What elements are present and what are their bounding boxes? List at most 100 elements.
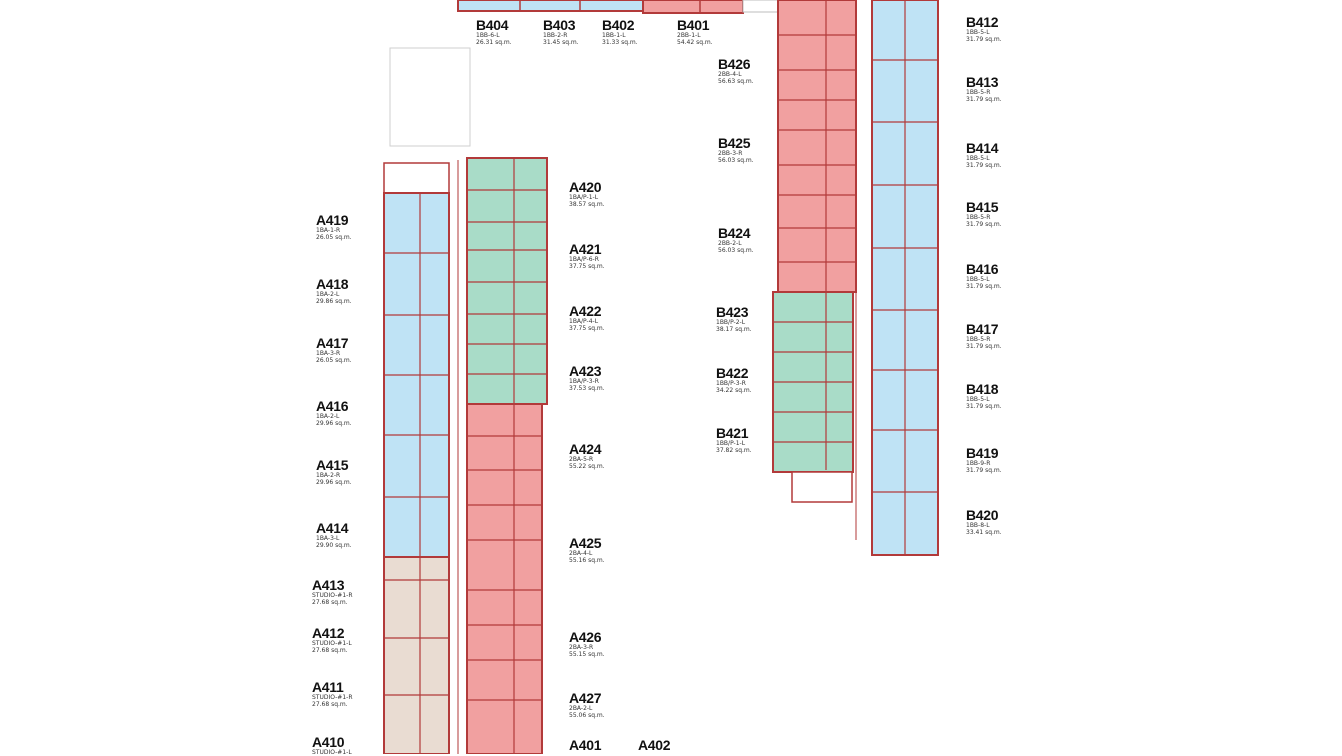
unit-area: 55.16 sq.m. [569,557,605,564]
unit-type: 1BB-9-R [966,460,991,467]
unit-code: A426 [569,629,602,645]
unit-label-A418: A418 1BA-2-L 29.86 sq.m. [316,277,352,305]
unit-type: 1BB-8-L [966,522,990,529]
unit-code: B404 [476,17,509,33]
unit-code: B416 [966,261,999,277]
unit-label-B418: B418 1BB-5-L 31.79 sq.m. [966,382,1002,410]
unit-label-A419: A419 1BA-1-R 26.05 sq.m. [316,213,352,241]
unit-type: 1BA/P-6-R [569,256,599,263]
building-a-east [457,157,548,754]
unit-area: 31.79 sq.m. [966,162,1002,169]
unit-code: A415 [316,457,349,473]
unit-area: 31.33 sq.m. [602,39,638,46]
unit-code: B420 [966,507,999,523]
unit-label-A414: A414 1BA-3-L 29.90 sq.m. [316,521,352,549]
top-block [457,0,779,14]
unit-area: 56.03 sq.m. [718,247,754,254]
unit-area: 31.79 sq.m. [966,36,1002,43]
unit-area: 38.17 sq.m. [716,326,752,333]
unit-label-A412: A412 STUDIO-#1-L 27.68 sq.m. [312,626,352,654]
unit-area: 31.45 sq.m. [543,39,579,46]
unit-type: 1BB-5-L [966,396,990,403]
unit-type: 2BA-5-R [569,456,594,463]
unit-label-A424: A424 2BA-5-R 55.22 sq.m. [569,442,605,470]
unit-code: B425 [718,135,751,151]
unit-type: 1BB-5-R [966,89,991,96]
unit-code: A402 [638,737,671,753]
building-b-core [772,0,857,503]
unit-area: 38.57 sq.m. [569,201,605,208]
unit-type: STUDIO-#1-L [312,749,352,756]
unit-code: B417 [966,321,999,337]
unit-code: A412 [312,625,345,641]
unit-type: 1BA-2-L [316,413,340,420]
unit-code: A411 [312,679,344,695]
unit-type: 1BA/P-3-R [569,378,599,385]
unit-area: 55.15 sq.m. [569,651,605,658]
unit-area: 26.05 sq.m. [316,357,352,364]
unit-code: B423 [716,304,749,320]
unit-area: 31.79 sq.m. [966,467,1002,474]
unit-area: 37.75 sq.m. [569,325,605,332]
courtyard-void [389,47,471,147]
unit-label-A416: A416 1BA-2-L 29.96 sq.m. [316,399,352,427]
unit-label-A413: A413 STUDIO-#1-R 27.68 sq.m. [312,578,353,606]
unit-code: B412 [966,14,999,30]
unit-type: 1BB/P-3-R [716,380,746,387]
building-a-west [383,162,450,754]
unit-area: 31.79 sq.m. [966,403,1002,410]
unit-area: 33.41 sq.m. [966,529,1002,536]
unit-code: B419 [966,445,999,461]
unit-area: 56.63 sq.m. [718,78,754,85]
unit-label-B403: B403 1BB-2-R 31.45 sq.m. [543,18,579,46]
unit-label-A402: A402 [638,737,671,753]
unit-type: 1BB/P-2-L [716,319,746,326]
unit-label-A421: A421 1BA/P-6-R 37.75 sq.m. [569,242,605,270]
unit-area: 27.68 sq.m. [312,701,348,708]
unit-type: 1BB-5-R [966,214,991,221]
unit-type: 2BB-3-R [718,150,743,157]
unit-label-B417: B417 1BB-5-R 31.79 sq.m. [966,322,1002,350]
unit-label-B424: B424 2BB-2-L 56.03 sq.m. [718,226,754,254]
unit-area: 27.68 sq.m. [312,647,348,654]
unit-label-A411: A411 STUDIO-#1-R 27.68 sq.m. [312,680,353,708]
unit-label-B420: B420 1BB-8-L 33.41 sq.m. [966,508,1002,536]
unit-label-A415: A415 1BA-2-R 29.96 sq.m. [316,458,352,486]
unit-area: 37.75 sq.m. [569,263,605,270]
unit-code: B418 [966,381,999,397]
unit-type: 2BA-2-L [569,705,593,712]
unit-code: B422 [716,365,749,381]
unit-label-A423: A423 1BA/P-3-R 37.53 sq.m. [569,364,605,392]
unit-label-A422: A422 1BA/P-4-L 37.75 sq.m. [569,304,605,332]
unit-label-A426: A426 2BA-3-R 55.15 sq.m. [569,630,605,658]
unit-type: 1BA/P-1-L [569,194,599,201]
unit-code: A418 [316,276,349,292]
unit-code: B414 [966,140,999,156]
unit-label-B419: B419 1BB-9-R 31.79 sq.m. [966,446,1002,474]
unit-code: B401 [677,17,710,33]
unit-area: 55.06 sq.m. [569,712,605,719]
unit-type: STUDIO-#1-R [312,694,353,701]
unit-area: 29.86 sq.m. [316,298,352,305]
unit-type: 1BA-2-L [316,291,340,298]
unit-type: 1BA-1-R [316,227,341,234]
unit-type: 2BB-1-L [677,32,701,39]
unit-area: 26.05 sq.m. [316,234,352,241]
unit-label-B425: B425 2BB-3-R 56.03 sq.m. [718,136,754,164]
unit-label-A427: A427 2BA-2-L 55.06 sq.m. [569,691,605,719]
unit-area: 29.96 sq.m. [316,420,352,427]
unit-type: 2BB-2-L [718,240,742,247]
unit-code: B402 [602,17,635,33]
unit-label-A410: A410 STUDIO-#1-L [312,735,352,756]
unit-code: A422 [569,303,602,319]
unit-type: 1BB-2-R [543,32,568,39]
unit-code: A419 [316,212,349,228]
building-b-east [855,0,939,556]
unit-type: STUDIO-#1-L [312,640,352,647]
unit-label-B412: B412 1BB-5-L 31.79 sq.m. [966,15,1002,43]
unit-area: 31.79 sq.m. [966,221,1002,228]
unit-label-B423: B423 1BB/P-2-L 38.17 sq.m. [716,305,752,333]
unit-code: A420 [569,179,602,195]
unit-type: 1BB-1-L [602,32,626,39]
